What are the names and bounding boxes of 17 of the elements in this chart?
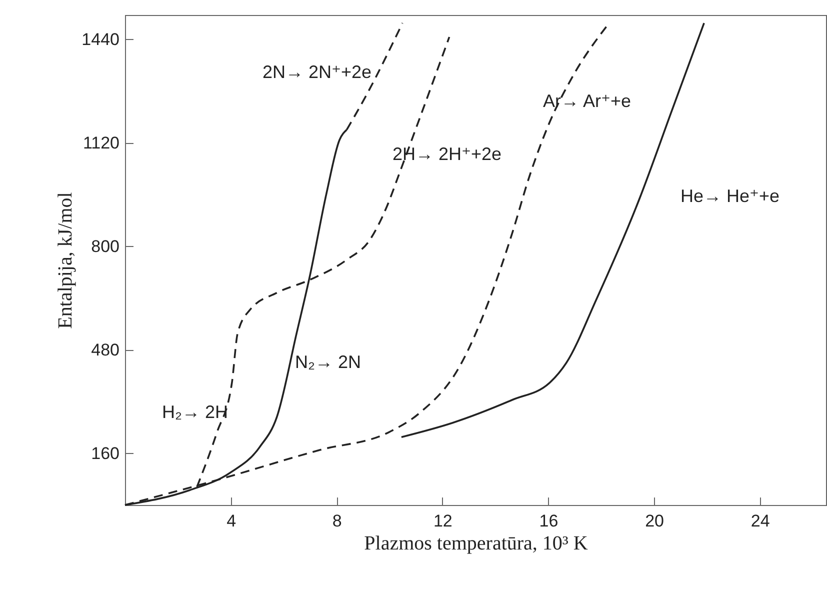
x-tick-label: 12: [433, 512, 452, 530]
annotation: N₂→ 2N: [295, 352, 361, 372]
y-axis-title: Entalpija, kJ/mol: [54, 192, 77, 329]
y-tick-label: 160: [91, 444, 120, 463]
annotation: 2H→ 2H⁺+2e: [392, 144, 502, 164]
y-tick-label: 800: [91, 236, 120, 256]
x-tick-label: 4: [226, 512, 236, 530]
x-tick-label: 24: [750, 512, 770, 530]
x-tick-label: 20: [645, 512, 664, 530]
annotation: He→ He⁺+e: [680, 186, 780, 206]
annotation: 2N→ 2N⁺+2e: [262, 62, 372, 82]
y-tick-label: 1440: [82, 30, 120, 49]
x-tick-label: 8: [332, 512, 342, 530]
y-tick-label: 1120: [82, 133, 120, 152]
x-tick-label: 16: [539, 512, 558, 530]
x-axis-title: Plazmos temperatūra, 10³ K: [364, 532, 588, 554]
y-tick-label: 480: [91, 340, 120, 360]
